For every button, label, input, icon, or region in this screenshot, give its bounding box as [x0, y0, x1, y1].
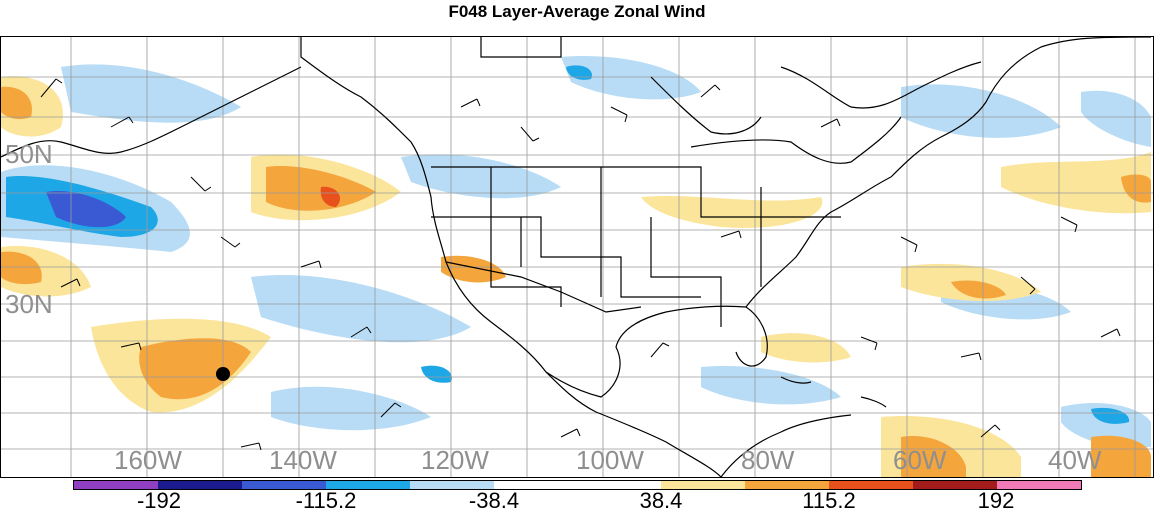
chart-title: F048 Layer-Average Zonal Wind	[448, 2, 706, 21]
lon-label-140w: 140W	[269, 445, 337, 475]
map-panel[interactable]: 50N 30N 160W 140W 120W 100W 80W 60W 40W	[0, 36, 1154, 478]
lon-label-120w: 120W	[421, 445, 489, 475]
colorbar-segment	[577, 481, 662, 489]
colorbar-label: -192	[136, 488, 182, 513]
colorbar-label: 38.4	[639, 488, 683, 513]
colorbar-label: -38.4	[468, 488, 520, 513]
colorbar-segment	[409, 481, 494, 489]
lon-label-100w: 100W	[576, 445, 644, 475]
colorbar-segment	[745, 481, 830, 489]
colorbar-segment	[829, 481, 914, 489]
wind-barbs	[40, 78, 1121, 451]
colorbar-segment	[74, 481, 158, 489]
positive-wind-shading	[1, 76, 1151, 477]
map-marker-icon[interactable]	[216, 367, 230, 381]
colorbar-label: -115.2	[295, 488, 357, 513]
lon-label-160w: 160W	[114, 445, 182, 475]
colorbar-segment	[997, 481, 1082, 489]
coastlines-and-borders	[1, 37, 1152, 477]
colorbar-segment	[325, 481, 410, 489]
graticule	[1, 37, 1153, 477]
colorbar-segment	[493, 481, 578, 489]
lon-label-80w: 80W	[741, 445, 795, 475]
lon-label-40w: 40W	[1048, 445, 1102, 475]
colorbar-label: 192	[977, 488, 1015, 513]
colorbar-segment	[661, 481, 746, 489]
colorbar-label: 115.2	[802, 488, 856, 513]
lat-label-50n: 50N	[5, 139, 53, 169]
lon-label-60w: 60W	[893, 445, 947, 475]
map-canvas	[1, 37, 1153, 477]
colorbar-segment	[241, 481, 326, 489]
colorbar-segment	[157, 481, 242, 489]
colorbar-segment	[913, 481, 998, 489]
lat-label-30n: 30N	[5, 289, 53, 319]
colorbar	[73, 480, 1082, 490]
